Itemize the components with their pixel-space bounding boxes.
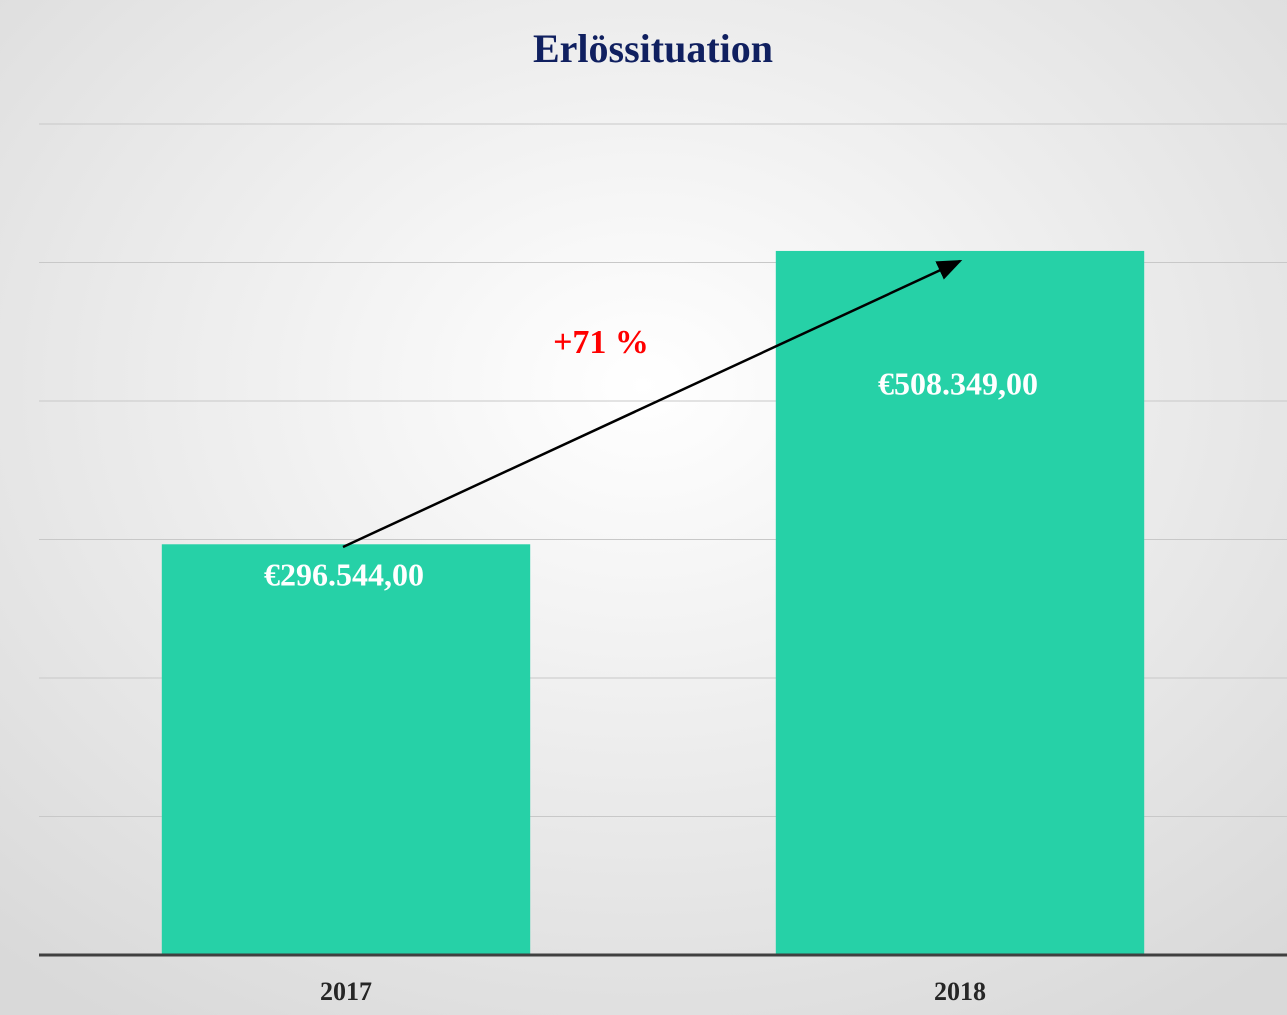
- value-label: €296.544,00: [264, 557, 424, 593]
- bar: [775, 250, 1145, 955]
- x-tick-label: 2017: [320, 977, 372, 1006]
- growth-arrow: [342, 259, 963, 549]
- value-label: €508.349,00: [878, 365, 1038, 401]
- chart-title: Erlössituation: [533, 26, 773, 71]
- bar: [161, 544, 531, 955]
- growth-annotation: +71 %: [553, 324, 649, 361]
- x-tick-label: 2018: [934, 977, 986, 1006]
- marks: 2017 €296.544,00 2018 €508.349,00: [39, 250, 1287, 1006]
